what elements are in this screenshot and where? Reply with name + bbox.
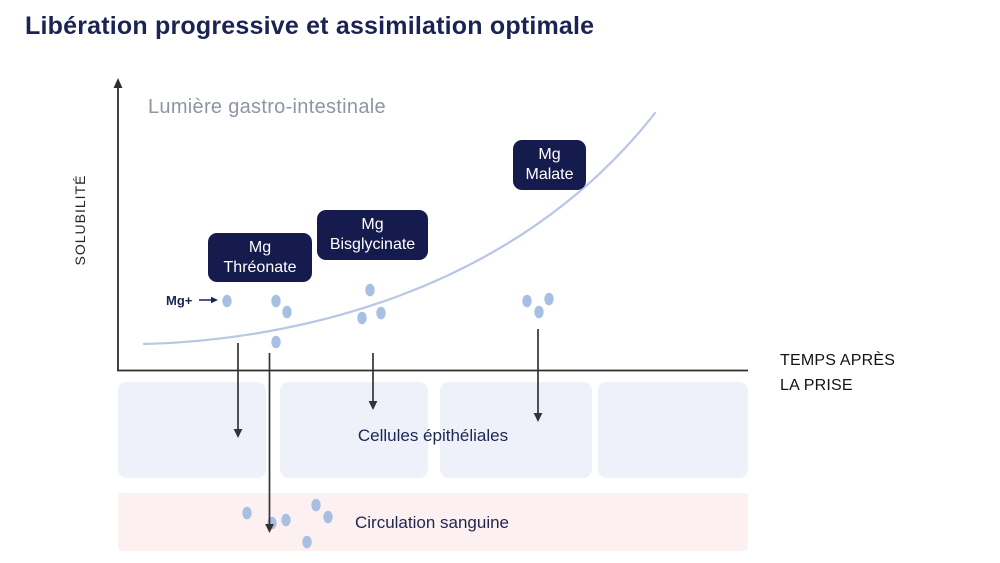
x-axis-label-line1: TEMPS APRÈS [780,352,896,369]
compound-line2: Malate [525,166,574,183]
blood-layer-label: Circulation sanguine [354,513,510,532]
compound-box-bisglycinate: Mg Bisglycinate [317,210,428,260]
mg-ion-dot [242,506,252,520]
absorption-arrowhead-icon [265,524,274,533]
mg-ion-dot [357,311,367,325]
y-axis-arrowhead-icon [113,78,123,88]
compound-line1: Mg [361,216,384,234]
epithelial-cell-block [598,382,748,478]
epithelial-cell-block [440,382,592,478]
epithelial-layer-label: Cellules épithéliales [357,426,509,445]
compound-line2: Bisglycinate [329,236,416,253]
x-axis-label: TEMPS APRÈS LA PRISE [780,349,895,399]
x-axis-label-line2: LA PRISE [780,376,853,394]
mg-ion-dot [302,535,312,549]
absorption-arrowhead-icon [233,429,243,438]
mg-ion-dot [271,335,281,349]
mg-ion-dot [271,294,281,308]
compound-box-threonate: Mg Thréonate [208,233,312,282]
compound-line2: Thréonate [223,258,297,276]
compound-line1: Mg [538,146,561,164]
mg-ion-dot [311,498,321,512]
solubility-curve [142,111,657,346]
compound-line1: Mg [248,238,272,256]
blood-band [118,493,748,551]
absorption-arrowhead-icon [368,401,378,410]
mg-ion-dot [522,294,532,308]
y-axis-label: SOLUBILITÉ [72,174,88,266]
mg-ion-dot [534,305,544,319]
mg-ion-dot [376,306,386,320]
mg-ion-dot [365,283,375,297]
page-title: Libération progressive et assimilation o… [25,12,595,40]
mg-ion-dot [323,510,333,524]
mg-ion-pointer-arrowhead-icon [211,296,218,304]
lumen-region-label: Lumière gastro-intestinale [148,96,386,118]
mg-ion-dot [281,513,291,527]
epithelial-cell-block [280,382,428,478]
mg-ion-dot [282,305,292,319]
mg-ion-label: Mg+ [166,293,193,308]
absorption-arrowhead-icon [533,413,543,422]
mg-ion-dot [544,292,554,306]
mg-ion-dot [222,294,232,308]
compound-box-malate: Mg Malate [513,140,586,190]
